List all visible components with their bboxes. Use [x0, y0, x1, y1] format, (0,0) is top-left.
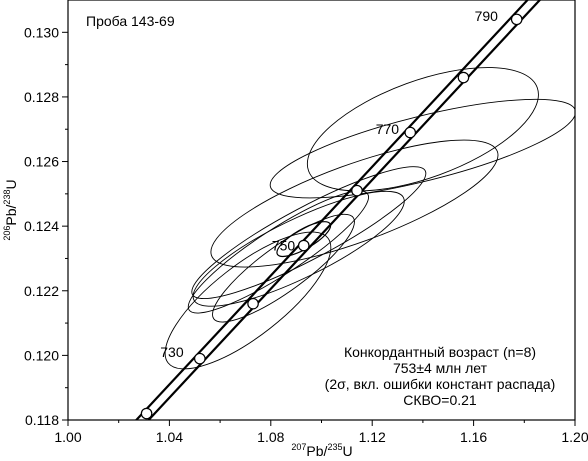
x-axis-title-base1: Pb/ — [306, 443, 327, 459]
x-axis: 1.00 1.04 1.08 1.12 1.16 1.20 — [54, 420, 588, 445]
age-marker-5 — [351, 184, 363, 197]
y-axis-title: 206Pb/238U — [2, 179, 19, 240]
y-axis-title-sup1: 206 — [2, 226, 12, 241]
age-markers — [140, 13, 523, 420]
y-tick-label-7: 0.130 — [24, 24, 59, 40]
annotation-line-1: Конкордантный возраст (n=8) — [344, 344, 536, 360]
age-label-1: 730 — [160, 344, 184, 360]
x-tick-label-6: 1.20 — [561, 429, 588, 445]
concordant-age-annotation: Конкордантный возраст (n=8) 753±4 млн ле… — [325, 344, 556, 408]
y-tick-label-6: 0.128 — [24, 89, 59, 105]
age-marker-2 — [194, 352, 206, 365]
error-ellipse-7 — [306, 67, 539, 192]
age-marker-6 — [404, 126, 417, 139]
chart-title: Проба 143-69 — [86, 13, 175, 29]
x-axis-title: 207Pb/235U — [291, 442, 352, 459]
y-tick-label-2: 0.120 — [24, 347, 59, 363]
x-axis-title-sup1: 207 — [291, 442, 306, 452]
x-tick-label-1: 1.00 — [54, 429, 81, 445]
error-ellipse-4 — [192, 190, 405, 307]
x-tick-label-2: 1.04 — [156, 429, 183, 445]
y-tick-label-4: 0.124 — [24, 218, 59, 234]
age-marker-1 — [140, 407, 153, 420]
y-tick-label-3: 0.122 — [24, 283, 59, 299]
annotation-line-3: (2σ, вкл. ошибки констант распада) — [325, 376, 556, 392]
y-tick-label-5: 0.126 — [24, 154, 59, 170]
y-axis-title-sup2: 238 — [2, 190, 12, 205]
error-ellipse-6 — [269, 98, 575, 199]
age-marker-4 — [297, 239, 310, 252]
y-axis-title-base2: U — [3, 179, 19, 189]
x-axis-title-sup2: 235 — [327, 442, 342, 452]
error-ellipses — [164, 67, 575, 370]
error-ellipse-8 — [210, 139, 499, 268]
age-label-4: 790 — [475, 8, 499, 24]
annotation-line-4: СКВО=0.21 — [403, 392, 477, 408]
x-axis-title-base2: U — [342, 443, 352, 459]
x-tick-label-3: 1.08 — [257, 429, 284, 445]
y-axis: 0.118 0.120 0.122 0.124 0.126 0.128 0.130 — [24, 24, 68, 428]
annotation-line-2: 753±4 млн лет — [393, 360, 488, 376]
error-ellipse-3 — [212, 213, 355, 323]
age-labels: 730 750 770 790 — [160, 8, 498, 360]
age-marker-7 — [457, 71, 470, 84]
error-ellipse-5 — [164, 231, 332, 370]
x-tick-label-5: 1.16 — [460, 429, 487, 445]
error-ellipse-1 — [191, 166, 427, 300]
x-tick-label-4: 1.12 — [359, 429, 386, 445]
concordia-line-lower — [134, 0, 530, 420]
age-marker-3 — [247, 297, 259, 310]
age-label-3: 770 — [376, 121, 400, 137]
concordia-curve — [134, 0, 542, 420]
y-axis-title-base1: Pb/ — [3, 204, 19, 225]
concordia-line-upper — [147, 0, 542, 420]
y-tick-label-1: 0.118 — [25, 412, 59, 428]
age-marker-8 — [510, 13, 523, 26]
age-label-2: 750 — [272, 238, 296, 254]
